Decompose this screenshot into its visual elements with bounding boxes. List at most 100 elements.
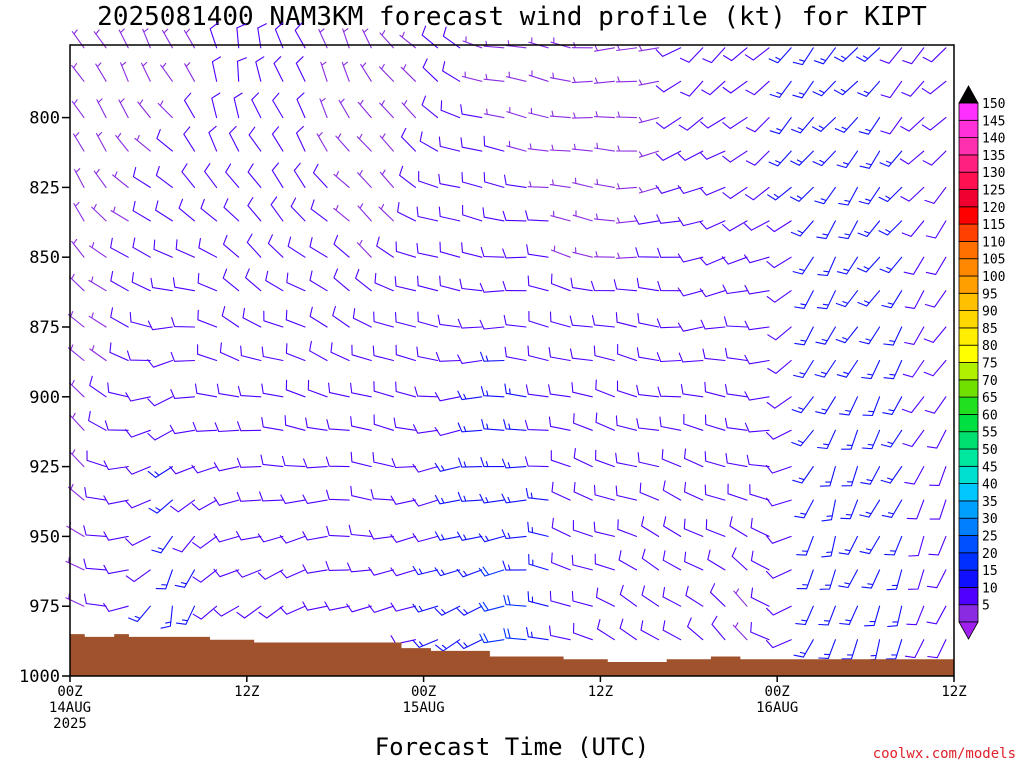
wind-barb-329 [483,108,505,119]
wind-barb-520 [704,484,726,501]
wind-barb-532 [722,284,748,295]
wind-barb-632 [841,639,859,660]
wind-barb-107 [200,198,218,222]
wind-barb-231 [350,382,372,398]
wind-barb-646 [859,499,881,518]
wind-barb-261 [395,241,417,258]
wind-barb-440 [616,217,638,224]
x-tick-label-12-0: 12Z [234,684,259,700]
wind-barb-242 [379,169,394,188]
colorbar-label-100: 100 [982,270,1005,285]
wind-barb-396 [551,552,571,571]
wind-barb-655 [878,186,903,203]
colorbar-label-130: 130 [982,166,1005,181]
wind-barb-321 [458,457,483,468]
wind-barb-162 [261,346,284,362]
wind-barb-459 [635,247,660,258]
wind-barb-425 [591,315,615,328]
wind-barb-154 [273,56,284,82]
colorbar-over-arrow [958,85,979,104]
wind-barb-126 [222,268,240,292]
wind-barb-633 [856,47,881,62]
wind-barb-530 [722,220,748,232]
wind-barb-567 [766,256,792,269]
terrain-surface [70,634,954,676]
wind-barb-610 [821,499,836,522]
y-tick-label-900: 900 [29,388,60,408]
wind-barb-185 [279,569,306,579]
wind-barb-443 [615,312,638,328]
wind-barb-572 [766,429,792,440]
wind-barb-9 [67,344,85,362]
wind-barb-499 [680,383,704,398]
wind-barb-80 [147,466,173,478]
wind-barb-629 [838,535,859,555]
wind-barb-692 [925,220,947,239]
y-axis: 800 825 850 875 900 925 950 975 1000 [19,109,70,687]
wind-barb-390 [548,347,571,362]
wind-barb-191 [312,163,328,188]
wind-barb-421 [594,178,615,188]
wind-barb-604 [816,290,836,310]
wind-barb-449 [617,519,638,537]
wind-barb-132 [213,496,240,506]
wind-barb-509 [700,117,726,129]
wind-barb-253 [368,566,394,576]
wind-barb-585 [792,256,814,275]
wind-barb-489 [679,47,704,63]
wind-barb-265 [395,381,417,398]
wind-barb-621 [836,256,859,275]
wind-barb-382 [549,72,571,82]
wind-barb-213 [330,342,350,362]
wind-barb-500 [683,413,704,431]
wind-barb-622 [835,290,859,308]
wind-barb-315 [461,242,483,258]
wind-barb-644 [861,429,881,450]
wind-barb-163 [261,383,284,398]
wind-barb-458 [633,215,660,225]
wind-barb-482 [659,416,682,431]
wind-barb-690 [922,150,947,166]
wind-barb-239 [378,63,394,82]
wind-barb-589 [791,396,814,414]
wind-barb-307 [434,605,461,616]
wind-barb-643 [862,396,881,417]
wind-barb-625 [839,396,859,416]
wind-barb-96 [169,424,196,435]
wind-barb-642 [861,359,881,380]
wind-barb-596 [793,639,814,658]
wind-barb-478 [657,280,682,292]
wind-barb-179 [285,343,306,362]
wind-barb-283 [414,386,439,398]
wind-barb-94 [170,351,196,362]
wind-barb-575 [765,535,792,544]
plot-frame [69,44,955,677]
credit-link[interactable]: coolwx.com/models [872,746,1016,762]
wind-barb-577 [766,605,792,616]
wind-barb-117 [192,569,218,583]
wind-barb-674 [901,220,925,237]
wind-barb-403 [572,177,593,188]
wind-barb-291 [442,26,461,49]
wind-barb-225 [357,169,372,188]
wind-barb-19 [96,98,107,119]
wind-barbs [65,22,947,661]
wind-barb-5 [73,201,85,222]
wind-barb-176 [287,236,306,258]
wind-barb-368 [525,210,549,222]
wind-barb-586 [794,290,814,309]
wind-barb-636 [859,150,881,169]
wind-barb-175 [290,197,306,222]
wind-barb-133 [213,533,240,543]
wind-barb-38 [112,171,129,188]
wind-barb-306 [434,567,461,577]
wind-barb-23 [89,242,107,258]
colorbar-swatch-145 [958,119,979,139]
wind-barb-284 [412,424,439,434]
wind-barb-376 [525,487,549,501]
colorbar-label-60: 60 [982,408,998,423]
wind-barb-313 [461,172,483,188]
colorbar-label-105: 105 [982,253,1005,268]
wind-barb-65 [125,535,151,546]
wind-barb-161 [263,310,284,328]
